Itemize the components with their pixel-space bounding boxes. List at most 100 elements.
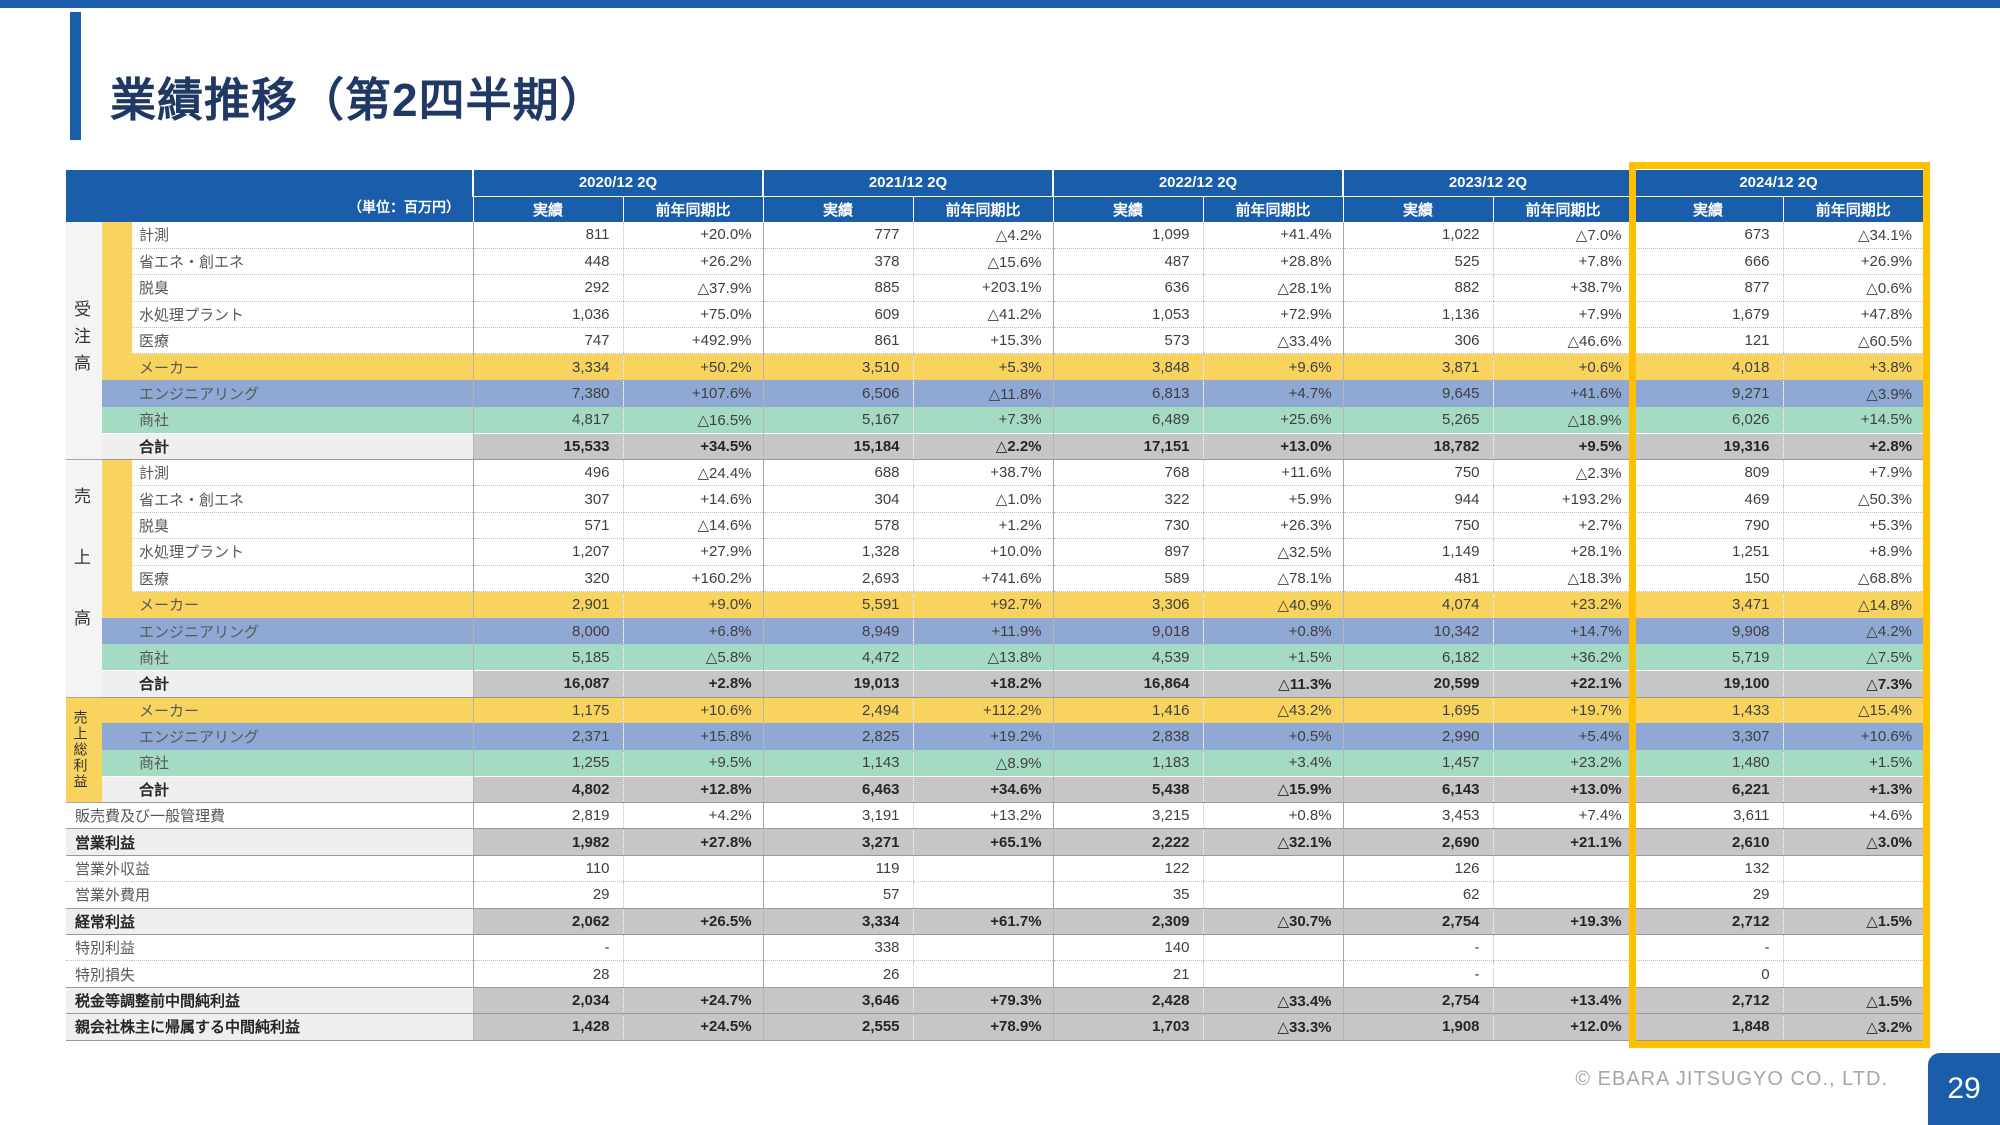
cell-yoy: △7.5%: [1782, 644, 1924, 671]
cell-yoy: +25.6%: [1202, 406, 1344, 434]
cell-actual: 4,074: [1342, 591, 1494, 618]
table-row: 商社 1,255 +9.5% 1,143 △8.9% 1,183 +3.4% 1,457 +23…: [66, 749, 1924, 777]
table-header: （単位：百万円） 2020/12 2Q 2021/12 2Q 2022/12 2Q 20…: [66, 170, 1924, 222]
cell-actual: 469: [1632, 485, 1784, 513]
cell-actual: 2,990: [1342, 723, 1494, 750]
cell-yoy: +2.8%: [1782, 432, 1924, 461]
cell-yoy: △40.9%: [1202, 591, 1344, 618]
cell-actual: 1,183: [1052, 749, 1204, 777]
cell-yoy: +13.0%: [1202, 432, 1344, 461]
cell-actual: 3,306: [1052, 591, 1204, 618]
cell-yoy: +1.3%: [1782, 775, 1924, 804]
row-label: 親会社株主に帰属する中間純利益: [66, 1013, 474, 1041]
cell-yoy: [622, 934, 764, 962]
row-label: 販売費及び一般管理費: [66, 802, 474, 830]
cell-actual: 5,719: [1632, 644, 1784, 671]
category-stripe: [102, 274, 132, 302]
cell-yoy: △7.3%: [1782, 670, 1924, 698]
table-row: 特別損失 28 26 21 - 0: [66, 960, 1924, 988]
cell-yoy: [1492, 960, 1634, 988]
cell-actual: 3,871: [1342, 353, 1494, 381]
cell-actual: 378: [762, 248, 914, 276]
cell-actual: 897: [1052, 538, 1204, 566]
cell-yoy: +10.0%: [912, 538, 1054, 566]
cell-yoy: △30.7%: [1202, 907, 1344, 936]
table-row: 商社 4,817 △16.5% 5,167 +7.3% 6,489 +25.6% 5,265 △…: [66, 406, 1924, 434]
cell-yoy: +741.6%: [912, 565, 1054, 592]
cell-yoy: +9.5%: [1492, 432, 1634, 461]
table-row: 親会社株主に帰属する中間純利益 1,428 +24.5% 2,555 +78.9% 1,7…: [66, 1013, 1924, 1041]
cell-actual: 636: [1052, 274, 1204, 302]
table-row: 医療 320 +160.2% 2,693 +741.6% 589 △78.1% 481 △18.…: [66, 565, 1924, 592]
cell-actual: 17,151: [1052, 432, 1204, 461]
cell-yoy: +0.8%: [1202, 802, 1344, 830]
row-label: 営業外収益: [66, 855, 474, 883]
cell-actual: 3,191: [762, 802, 914, 830]
cell-actual: 6,026: [1632, 406, 1784, 434]
cell-actual: 132: [1632, 855, 1784, 883]
cell-yoy: [1782, 934, 1924, 962]
cell-yoy: +4.7%: [1202, 380, 1344, 407]
cell-yoy: △14.6%: [622, 512, 764, 540]
cell-yoy: △68.8%: [1782, 565, 1924, 592]
cell-actual: 20,599: [1342, 670, 1494, 698]
row-label: 合計: [132, 775, 474, 804]
cell-yoy: △15.9%: [1202, 775, 1344, 804]
cell-yoy: +7.9%: [1782, 459, 1924, 487]
cell-actual: 19,013: [762, 670, 914, 698]
cell-actual: 790: [1632, 512, 1784, 540]
cell-yoy: +11.6%: [1202, 459, 1344, 487]
actual-header: 実績: [472, 195, 624, 222]
header-row-years: （単位：百万円） 2020/12 2Q 2021/12 2Q 2022/12 2Q 20…: [66, 170, 1924, 222]
cell-actual: -: [1342, 934, 1494, 962]
cell-actual: 338: [762, 934, 914, 962]
cell-yoy: △3.0%: [1782, 828, 1924, 856]
cell-yoy: +2.7%: [1492, 512, 1634, 540]
yoy-header: 前年同期比: [912, 195, 1054, 222]
cell-yoy: +203.1%: [912, 274, 1054, 302]
cell-yoy: +4.6%: [1782, 802, 1924, 830]
row-label: メーカー: [132, 353, 474, 381]
cell-actual: 19,316: [1632, 432, 1784, 461]
cell-yoy: +160.2%: [622, 565, 764, 592]
cell-yoy: +0.5%: [1202, 723, 1344, 750]
cell-yoy: +19.3%: [1492, 907, 1634, 936]
cell-actual: 811: [472, 222, 624, 249]
cell-yoy: △18.3%: [1492, 565, 1634, 592]
row-label: 商社: [132, 644, 474, 671]
table-row: 売上総利益 メーカー 1,175 +10.6% 2,494 +112.2% 1,416 △43…: [66, 697, 1924, 804]
cell-yoy: △8.9%: [912, 749, 1054, 777]
cell-actual: 4,539: [1052, 644, 1204, 671]
cell-yoy: +9.5%: [622, 749, 764, 777]
cell-actual: 3,646: [762, 986, 914, 1015]
cell-actual: 1,251: [1632, 538, 1784, 566]
cell-actual: 1,433: [1632, 697, 1784, 724]
cell-yoy: △3.2%: [1782, 1013, 1924, 1041]
cell-yoy: +492.9%: [622, 327, 764, 355]
cell-yoy: [912, 934, 1054, 962]
cell-yoy: +65.1%: [912, 828, 1054, 856]
cell-actual: 666: [1632, 248, 1784, 276]
category-stripe: [102, 406, 132, 434]
row-label: メーカー: [132, 591, 474, 618]
title-accent-bar: [70, 12, 81, 140]
cell-yoy: [912, 881, 1054, 909]
cell-yoy: +9.0%: [622, 591, 764, 618]
cell-yoy: △1.5%: [1782, 986, 1924, 1015]
cell-actual: 578: [762, 512, 914, 540]
cell-actual: 1,149: [1342, 538, 1494, 566]
cell-actual: 1,328: [762, 538, 914, 566]
cell-actual: 2,690: [1342, 828, 1494, 856]
top-accent-bar: [0, 0, 2000, 8]
cell-actual: 2,754: [1342, 907, 1494, 936]
row-label: メーカー: [132, 697, 474, 724]
cell-actual: 6,506: [762, 380, 914, 407]
cell-yoy: [1202, 855, 1344, 883]
cell-yoy: [622, 960, 764, 988]
row-label: 特別利益: [66, 934, 474, 962]
cell-yoy: +38.7%: [1492, 274, 1634, 302]
cell-yoy: +10.6%: [1782, 723, 1924, 750]
cell-actual: 944: [1342, 485, 1494, 513]
cell-yoy: [1492, 855, 1634, 883]
year-header: 2022/12 2Q: [1052, 170, 1344, 196]
